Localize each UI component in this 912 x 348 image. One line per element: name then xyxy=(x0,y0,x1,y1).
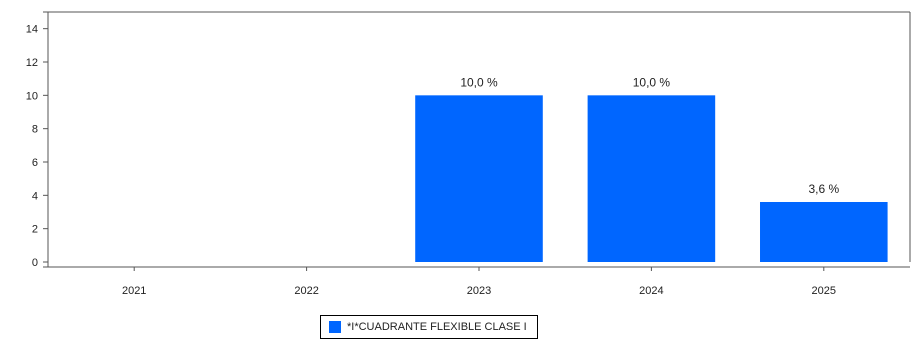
y-tick-label: 14 xyxy=(26,24,38,36)
y-tick-label: 0 xyxy=(32,257,38,269)
y-tick-label: 4 xyxy=(32,190,38,202)
y-tick-label: 8 xyxy=(32,124,38,136)
legend-swatch xyxy=(329,321,341,333)
bar-data-label: 3,6 % xyxy=(808,182,839,196)
bar xyxy=(587,95,716,262)
y-tick-label: 2 xyxy=(32,224,38,236)
x-tick-label: 2021 xyxy=(122,285,146,297)
y-tick-label: 6 xyxy=(32,157,38,169)
bar xyxy=(415,95,543,262)
bar xyxy=(760,202,888,262)
x-tick-label: 2023 xyxy=(467,285,491,297)
y-tick-label: 12 xyxy=(26,57,38,69)
x-tick-label: 2024 xyxy=(639,285,663,297)
bar-data-label: 10,0 % xyxy=(633,75,671,89)
bar-data-label: 10,0 % xyxy=(460,75,498,89)
x-tick-label: 2025 xyxy=(812,285,836,297)
legend-label: *I*CUADRANTE FLEXIBLE CLASE I xyxy=(347,321,527,333)
legend: *I*CUADRANTE FLEXIBLE CLASE I xyxy=(320,315,538,339)
x-tick-label: 2022 xyxy=(294,285,318,297)
y-tick-label: 10 xyxy=(26,90,38,102)
